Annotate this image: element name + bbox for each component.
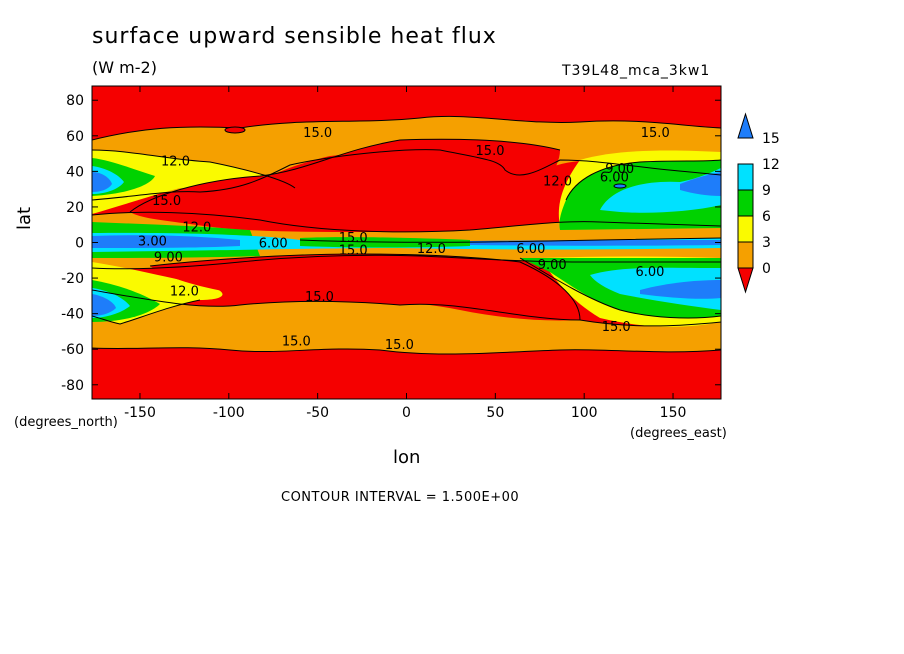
x-axis-label: lon bbox=[393, 447, 421, 468]
colorbar: 15 12 9 6 3 0 bbox=[737, 112, 780, 294]
x-tick-label: 150 bbox=[660, 405, 687, 421]
y-tick-label: 20 bbox=[66, 200, 84, 216]
colorbar-segment bbox=[737, 215, 754, 243]
contour-label: 15.0 bbox=[282, 334, 311, 349]
y-axis-units: (degrees_north) bbox=[14, 415, 118, 430]
colorbar-label: 15 bbox=[762, 131, 780, 147]
y-tick-label: 60 bbox=[66, 129, 84, 145]
y-tick-label: 80 bbox=[66, 93, 84, 109]
contour-line bbox=[519, 257, 721, 319]
colorbar-label: 0 bbox=[762, 261, 771, 277]
contour-label: 6.00 bbox=[259, 237, 288, 252]
contour-label: 15.0 bbox=[602, 320, 631, 335]
colorbar-label: 3 bbox=[762, 235, 771, 251]
contour-line bbox=[92, 211, 721, 233]
east-blue-equator bbox=[470, 240, 721, 246]
contour-label: 9.00 bbox=[605, 162, 634, 177]
west-yellow-north bbox=[92, 150, 295, 214]
chart-title: surface upward sensible heat flux bbox=[92, 24, 497, 49]
east-blue-south bbox=[640, 280, 721, 299]
colorbar-label: 12 bbox=[762, 157, 780, 173]
x-tick-label: 100 bbox=[571, 405, 598, 421]
contour-labels: 15.015.015.012.012.09.006.0015.012.03.00… bbox=[138, 126, 670, 353]
south-red-lobe bbox=[150, 254, 580, 321]
x-tick-label: 50 bbox=[486, 405, 504, 421]
colorbar-segment bbox=[737, 241, 754, 269]
north-red-lobe bbox=[130, 139, 560, 232]
east-cyan-north bbox=[600, 168, 721, 213]
contour-label: 6.00 bbox=[600, 171, 629, 186]
x-tick-label: -100 bbox=[213, 405, 245, 421]
colorbar-label: 9 bbox=[762, 183, 771, 199]
contour-label: 15.0 bbox=[303, 126, 332, 141]
contour-label: 15.0 bbox=[305, 290, 334, 305]
contour-label: 9.00 bbox=[538, 258, 567, 273]
contour-line bbox=[92, 289, 721, 327]
contour-field bbox=[92, 86, 721, 399]
contour-label: 12.0 bbox=[417, 242, 446, 257]
x-tick-label: -50 bbox=[306, 405, 329, 421]
x-ticks: -150 -100 -50 0 50 100 150 bbox=[124, 86, 686, 421]
contour-line bbox=[92, 115, 721, 141]
y-tick-label: 0 bbox=[75, 236, 84, 252]
contour-line bbox=[129, 138, 561, 213]
contour-label: 15.0 bbox=[339, 244, 368, 259]
contour-line bbox=[92, 347, 721, 355]
y-tick-label: -20 bbox=[61, 271, 84, 287]
contour-label: 9.00 bbox=[154, 251, 183, 266]
contour-island bbox=[613, 183, 627, 189]
south-orange-band bbox=[92, 290, 721, 355]
contour-label: 3.00 bbox=[138, 235, 167, 250]
contour-label: 15.0 bbox=[641, 126, 670, 141]
contour-label: 12.0 bbox=[182, 220, 211, 235]
contour-label: 15.0 bbox=[476, 144, 505, 159]
x-axis-units: (degrees_east) bbox=[630, 426, 727, 441]
contour-label: 6.00 bbox=[635, 265, 664, 280]
contour-label: 12.0 bbox=[543, 174, 572, 189]
contour-line bbox=[92, 299, 201, 325]
y-ticks: 80 60 40 20 0 -20 -40 -60 -80 bbox=[61, 93, 721, 394]
west-blue-south bbox=[92, 294, 116, 316]
contour-line bbox=[149, 253, 581, 321]
colorbar-label: 6 bbox=[762, 209, 771, 225]
x-tick-label: -150 bbox=[124, 405, 156, 421]
contour-label: 15.0 bbox=[385, 338, 414, 353]
y-tick-label: -80 bbox=[61, 378, 84, 394]
contour-lines bbox=[92, 115, 721, 355]
contour-line bbox=[565, 159, 721, 201]
contour-island bbox=[224, 126, 246, 134]
contour-label: 15.0 bbox=[339, 231, 368, 246]
chart-units: (W m-2) bbox=[92, 58, 157, 77]
colorbar-upper-triangle bbox=[737, 112, 754, 139]
contour-label: 12.0 bbox=[170, 285, 199, 300]
contour-label: 12.0 bbox=[161, 155, 190, 170]
x-tick-label: 0 bbox=[402, 405, 411, 421]
colorbar-segment bbox=[737, 189, 754, 217]
y-tick-label: 40 bbox=[66, 164, 84, 180]
run-label: T39L48_mca_3kw1 bbox=[562, 63, 711, 79]
contour-line bbox=[299, 237, 721, 243]
equator-blue-strip bbox=[92, 235, 240, 248]
contour-line bbox=[92, 149, 721, 201]
west-blue-north bbox=[92, 172, 112, 192]
contour-label: 15.0 bbox=[152, 194, 181, 209]
colorbar-segment bbox=[737, 163, 754, 191]
contour-label: 6.00 bbox=[516, 242, 545, 257]
contour-interval-note: CONTOUR INTERVAL = 1.500E+00 bbox=[281, 490, 520, 505]
y-tick-label: -40 bbox=[61, 307, 84, 323]
y-tick-label: -60 bbox=[61, 342, 84, 358]
east-blue-north bbox=[680, 172, 721, 196]
colorbar-lower-triangle bbox=[737, 267, 754, 294]
contour-line bbox=[92, 149, 296, 189]
